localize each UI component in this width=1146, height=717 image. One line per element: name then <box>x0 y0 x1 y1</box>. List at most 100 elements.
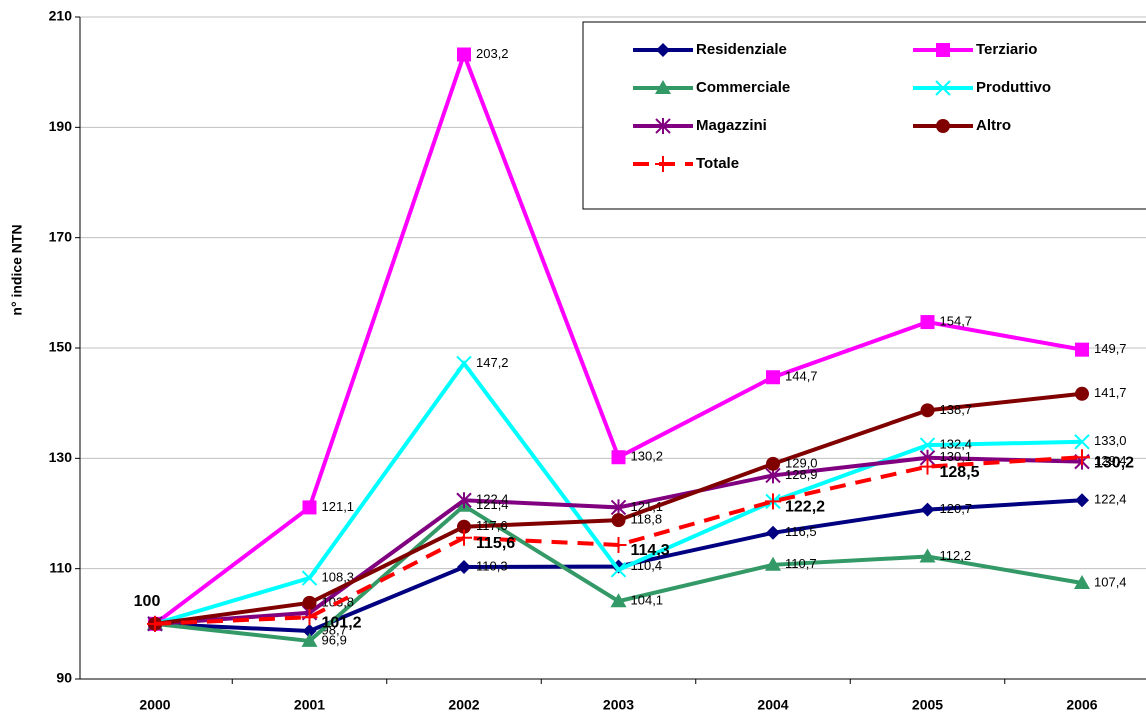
marker <box>301 570 318 586</box>
marker <box>655 80 671 94</box>
marker <box>765 556 781 571</box>
marker <box>1075 386 1089 401</box>
data-label: 130,1 <box>940 449 973 464</box>
data-label: 147,2 <box>476 355 509 370</box>
data-label: 101,2 <box>322 614 362 631</box>
marker <box>147 615 163 632</box>
data-label: 112,2 <box>940 548 972 563</box>
marker <box>766 456 780 471</box>
data-label: 133,0 <box>1094 433 1127 448</box>
data-label: 116,5 <box>785 524 817 539</box>
marker <box>302 595 317 610</box>
data-label: 144,7 <box>785 369 818 384</box>
data-label: 129,4 <box>1094 453 1127 468</box>
legend: Residenziale Terziario Commerciale Produtti… <box>582 21 1146 210</box>
data-label: 122,2 <box>785 499 825 516</box>
y-tick-label: 210 <box>49 8 73 24</box>
x-tick-label: 2001 <box>294 697 325 713</box>
legend-label: Commerciale <box>696 79 790 96</box>
marker <box>920 403 935 418</box>
legend-label: Magazzini <box>696 117 767 134</box>
data-label: 114,3 <box>631 542 670 559</box>
data-label: 115,6 <box>476 535 515 552</box>
marker <box>1074 449 1090 466</box>
marker <box>301 609 318 626</box>
legend-label: Altro <box>976 117 1011 134</box>
y-tick-label: 90 <box>56 670 72 686</box>
data-label: 130,2 <box>631 449 664 464</box>
data-label: 138,7 <box>940 402 973 417</box>
data-label: 121,1 <box>631 499 664 514</box>
marker <box>766 525 780 540</box>
data-label: 149,7 <box>1094 341 1127 356</box>
marker <box>611 513 626 528</box>
data-label: 129,0 <box>785 455 818 470</box>
marker <box>1074 434 1090 450</box>
marker <box>765 493 781 510</box>
x-tick-label: 2004 <box>757 697 788 713</box>
series: 108,3 147,2 132,4 133,0 <box>147 355 1127 632</box>
x-tick-label: 2003 <box>603 697 634 713</box>
marker <box>456 529 472 546</box>
legend-label: Totale <box>696 155 739 172</box>
marker <box>610 562 627 578</box>
marker <box>1075 493 1089 508</box>
data-label: 118,8 <box>631 512 663 527</box>
data-label: 122,4 <box>1094 492 1127 507</box>
data-label: 107,4 <box>1094 574 1127 589</box>
legend-label: Produttivo <box>976 79 1051 96</box>
marker <box>936 43 950 57</box>
x-tick-label: 2006 <box>1066 697 1097 713</box>
marker <box>935 80 951 96</box>
marker <box>919 437 936 453</box>
x-tick-label: 2005 <box>912 697 943 713</box>
marker <box>302 624 317 639</box>
marker <box>766 370 780 385</box>
data-label: 110,4 <box>631 558 663 573</box>
series: 101,2 115,6 114,3 122,2 128,5 130,2 <box>147 449 1134 632</box>
data-label: 117,6 <box>476 518 508 533</box>
legend-box <box>582 21 1146 210</box>
marker <box>1074 575 1090 590</box>
marker <box>656 43 670 57</box>
marker <box>456 492 472 509</box>
x-tick-label: 2000 <box>139 697 170 713</box>
marker <box>302 500 317 515</box>
marker <box>457 519 471 534</box>
data-label: 110,3 <box>476 558 508 573</box>
marker <box>919 458 936 475</box>
data-label: 128,5 <box>940 464 980 481</box>
data-label: 141,7 <box>1094 385 1127 400</box>
data-label: 154,7 <box>940 314 973 329</box>
data-label: 128,9 <box>785 467 818 482</box>
marker <box>456 355 472 372</box>
marker <box>457 560 471 575</box>
marker <box>655 118 671 134</box>
data-label: 104,1 <box>631 593 664 608</box>
marker <box>610 499 627 516</box>
data-label: 132,4 <box>940 437 973 452</box>
y-tick-label: 170 <box>49 228 73 244</box>
marker <box>1075 342 1089 357</box>
marker <box>610 536 627 553</box>
y-tick-label: 150 <box>49 339 73 355</box>
marker <box>919 548 936 563</box>
marker <box>655 156 671 172</box>
data-label: 100 <box>134 593 161 610</box>
y-tick-label: 130 <box>49 449 73 465</box>
legend-label: Terziario <box>976 41 1037 58</box>
x-tick-label: 2002 <box>448 697 479 713</box>
data-label: 120,7 <box>940 501 973 516</box>
data-label: 110,7 <box>785 556 817 571</box>
y-axis-label: n° indice NTN <box>9 224 25 315</box>
marker <box>920 502 935 517</box>
y-tick-label: 110 <box>49 559 72 575</box>
marker <box>301 632 318 647</box>
data-label: 203,2 <box>476 46 509 61</box>
data-label: 121,1 <box>322 499 355 514</box>
data-label: 122,4 <box>476 492 509 507</box>
legend-label: Residenziale <box>696 41 787 58</box>
